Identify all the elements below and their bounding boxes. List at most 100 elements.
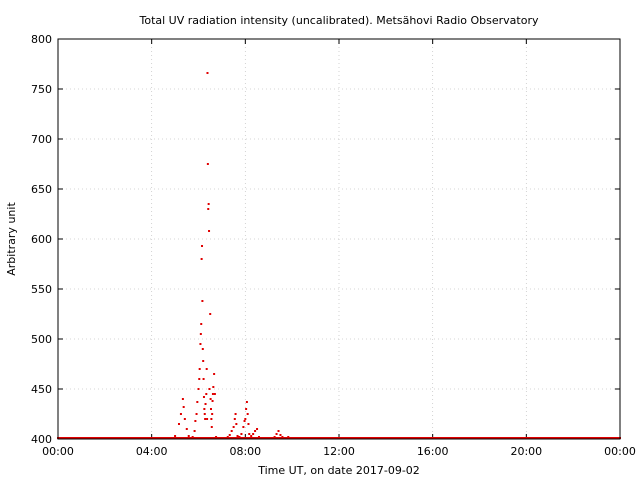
data-point (211, 393, 214, 395)
y-axis-label: Arbitrary unit (5, 202, 18, 276)
data-point (250, 435, 253, 437)
data-point (197, 388, 200, 390)
x-axis-label: Time UT, on date 2017-09-02 (257, 464, 420, 477)
data-point (210, 426, 213, 428)
data-point (199, 333, 202, 335)
data-point (240, 433, 243, 435)
data-point (210, 418, 213, 420)
y-tick-label: 550 (31, 283, 52, 296)
data-point (211, 400, 214, 402)
data-point (228, 434, 231, 436)
data-point (273, 436, 276, 438)
data-point (217, 437, 220, 439)
data-point (200, 323, 203, 325)
y-tick-label: 750 (31, 83, 52, 96)
data-point (200, 258, 203, 260)
data-point (203, 413, 206, 415)
data-point (182, 406, 185, 408)
data-point (209, 313, 212, 315)
data-point (185, 428, 188, 430)
data-point (206, 418, 209, 420)
data-point (234, 413, 237, 415)
x-tick-label: 12:00 (323, 445, 355, 458)
x-tick-label: 16:00 (417, 445, 449, 458)
data-point (245, 401, 248, 403)
data-point (201, 300, 204, 302)
data-point (208, 388, 211, 390)
data-point (235, 423, 238, 425)
data-point (181, 398, 184, 400)
data-point (245, 408, 248, 410)
x-tick-label: 20:00 (510, 445, 542, 458)
data-point (257, 436, 260, 438)
data-point (202, 378, 205, 380)
data-point (212, 386, 215, 388)
data-point (196, 401, 199, 403)
data-point (198, 368, 201, 370)
data-point (226, 436, 229, 438)
data-point (198, 378, 201, 380)
data-point (207, 208, 210, 210)
data-point (209, 408, 212, 410)
x-tick-label: 04:00 (136, 445, 168, 458)
data-point (232, 426, 235, 428)
data-point (177, 423, 180, 425)
data-point (193, 430, 196, 432)
data-point (203, 408, 206, 410)
data-point (202, 360, 205, 362)
data-point (254, 430, 257, 432)
data-point (256, 428, 259, 430)
x-tick-label: 00:00 (42, 445, 74, 458)
data-point (204, 403, 207, 405)
data-point (206, 72, 209, 74)
data-point (211, 413, 214, 415)
data-point (242, 426, 245, 428)
data-point (244, 418, 247, 420)
data-point (252, 433, 255, 435)
data-points (57, 72, 621, 439)
data-point (174, 435, 177, 437)
data-point (209, 398, 212, 400)
data-point (287, 436, 290, 438)
data-point (213, 393, 216, 395)
data-point (233, 418, 236, 420)
data-point (277, 430, 280, 432)
data-point (194, 420, 197, 422)
data-point (215, 436, 218, 438)
data-point (191, 436, 194, 438)
data-point (238, 436, 241, 438)
y-tick-label: 700 (31, 133, 52, 146)
data-point (275, 433, 278, 435)
data-point (201, 245, 204, 247)
y-tick-label: 600 (31, 233, 52, 246)
data-point (205, 393, 208, 395)
data-point (243, 420, 246, 422)
data-point (279, 434, 282, 436)
data-point (248, 433, 251, 435)
data-point (236, 435, 239, 437)
data-point (281, 436, 284, 438)
data-point (187, 435, 190, 437)
y-tick-label: 450 (31, 383, 52, 396)
axis-ticks: 400 450 500 550 600 650 700 750 800 00:00 04:00 08:… (31, 33, 636, 458)
data-point (195, 413, 198, 415)
x-tick-label: 08:00 (229, 445, 261, 458)
data-point (206, 163, 209, 165)
data-point (179, 413, 182, 415)
y-tick-label: 500 (31, 333, 52, 346)
chart-title: Total UV radiation intensity (uncalibrat… (139, 14, 539, 27)
data-point (213, 373, 216, 375)
data-point (230, 430, 233, 432)
plot-frame (57, 38, 621, 440)
data-point (246, 413, 249, 415)
data-point (204, 418, 207, 420)
y-tick-label: 650 (31, 183, 52, 196)
y-tick-label: 800 (31, 33, 52, 46)
x-tick-label: 00:00 (604, 445, 636, 458)
data-point (201, 348, 204, 350)
data-point (183, 418, 186, 420)
y-tick-label: 400 (31, 433, 52, 446)
data-point (207, 203, 210, 205)
data-point (247, 423, 250, 425)
